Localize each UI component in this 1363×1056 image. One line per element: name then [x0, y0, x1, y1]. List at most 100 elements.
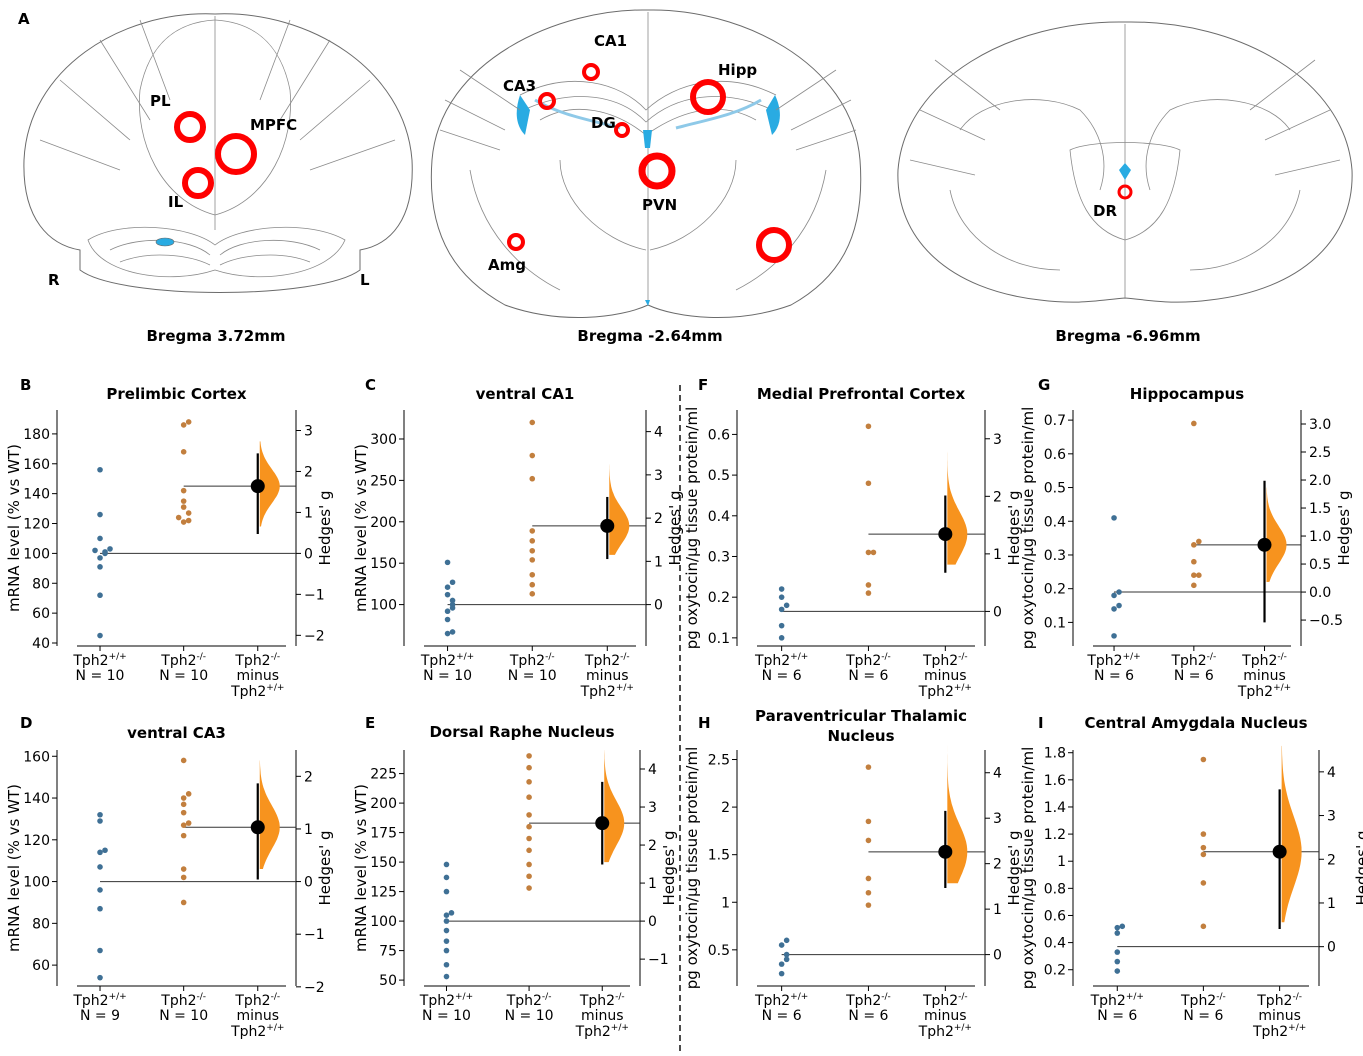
ko-data-point	[529, 528, 536, 534]
effect-mean-dot	[938, 527, 953, 542]
y-tick-label: 100	[23, 546, 50, 562]
wt-data-point	[97, 974, 103, 981]
wt-data-point	[443, 874, 450, 881]
x-label-diff-minus: minus	[924, 1008, 967, 1024]
y2-tick-label: 4	[993, 766, 1002, 782]
y2-tick-label: 1	[648, 876, 657, 892]
y-tick-label: 60	[32, 958, 50, 974]
chart-title: Dorsal Raphe Nucleus	[429, 723, 614, 741]
wt-data-point	[443, 861, 450, 868]
ko-data-point	[180, 795, 187, 801]
x-label-diff-minus: minus	[586, 668, 629, 684]
ko-data-point	[865, 889, 872, 896]
ko-data-point	[865, 549, 872, 556]
ko-data-point	[185, 419, 192, 425]
y-tick-label: 0.8	[1044, 881, 1066, 897]
region-marker-pl	[174, 111, 206, 143]
ko-data-point	[865, 423, 872, 430]
y-tick-label: 0.1	[1044, 615, 1066, 631]
y-axis-label: pg oxytocin/µg tissue protein/ml	[683, 407, 701, 649]
y2-tick-label: −0.5	[1309, 613, 1343, 629]
y2-tick-label: 4	[654, 425, 663, 441]
y-tick-label: 0.6	[1044, 447, 1066, 463]
panel-a: A PL MPFC IL R L Bregma 3.72mm	[18, 9, 1353, 345]
ko-data-point	[870, 549, 877, 556]
n-label-ko: N = 6	[1183, 1008, 1223, 1024]
ko-data-point	[865, 875, 872, 882]
y2-tick-label: 0	[648, 914, 657, 930]
y2-tick-label: 1	[654, 554, 663, 570]
ko-data-point	[1200, 756, 1207, 763]
y2-tick-label: 2	[304, 769, 313, 785]
x-label-ko: Tph2-/-	[160, 992, 206, 1009]
ko-data-point	[180, 519, 187, 525]
ko-data-point	[526, 835, 532, 842]
y2-tick-label: 1	[304, 505, 313, 521]
y2-tick-label: 2	[993, 857, 1002, 873]
ko-data-point	[1200, 851, 1207, 858]
effect-mean-dot	[1257, 537, 1272, 552]
y-tick-label: 2	[721, 800, 730, 816]
ko-data-point	[526, 823, 532, 830]
y2-tick-label: 4	[648, 762, 657, 778]
n-label-ko: N = 10	[508, 668, 557, 684]
wt-data-point	[444, 630, 451, 637]
x-label-wt: Tph2+/+	[754, 652, 808, 669]
panel-e-dorsal-raphe-nucleus: E Dorsal Raphe Nucleus 50 75 100 125 150 175 200…	[352, 714, 678, 1040]
y-tick-label: 1	[721, 895, 730, 911]
ko-data-point	[180, 874, 187, 881]
wt-data-point	[778, 594, 785, 600]
ko-data-point	[180, 809, 187, 816]
y-tick-label: 0.1	[708, 631, 730, 647]
chart-title-line-1: Paraventricular Thalamic	[755, 707, 967, 725]
x-label-diff-minus: minus	[236, 1008, 279, 1024]
effect-size-distribution	[1281, 745, 1302, 923]
x-label-diff-ko: Tph2-/-	[234, 652, 280, 669]
wt-data-point	[1116, 602, 1122, 609]
y2-tick-label: 1	[993, 902, 1002, 918]
ko-data-point	[1196, 538, 1202, 545]
wt-data-point	[107, 546, 113, 552]
y-tick-label: 80	[32, 576, 50, 592]
effect-mean-dot	[595, 816, 610, 831]
x-label-wt: Tph2+/+	[1086, 652, 1140, 669]
x-label-diff-wt: Tph2+/+	[1252, 1023, 1306, 1040]
brain-section-2: CA1 CA3 Hipp DG PVN Amg Bregma -2.64mm	[430, 9, 862, 345]
ko-data-point	[865, 480, 872, 487]
y-axis-label: pg oxytocin/µg tissue protein/ml	[1019, 747, 1037, 989]
x-label-diff-minus: minus	[924, 668, 967, 684]
n-label-ko: N = 10	[505, 1008, 554, 1024]
ko-data-point	[1200, 923, 1207, 930]
y2-tick-label: 0.0	[1309, 585, 1331, 601]
chart-title: Hippocampus	[1130, 385, 1245, 403]
ko-data-point	[529, 581, 536, 588]
wt-data-point	[783, 951, 790, 958]
region-marker-mpfc	[215, 133, 257, 175]
wt-data-point	[449, 601, 456, 608]
y-tick-label: 140	[23, 791, 50, 807]
panel-letter-a: A	[18, 10, 30, 28]
panel-letter: F	[698, 376, 708, 394]
y2-tick-label: 1	[304, 822, 313, 838]
effect-mean-dot	[600, 518, 615, 533]
y2-tick-label: −1	[304, 587, 325, 603]
y-tick-label: 0.4	[1044, 514, 1066, 530]
y2-tick-label: 2	[648, 838, 657, 854]
y-tick-label: 2.5	[708, 753, 730, 769]
wt-data-point	[443, 973, 450, 980]
wt-data-point	[443, 927, 450, 934]
panel-f-medial-prefrontal-cortex: F Medial Prefrontal Cortex 0.1 0.2 0.3 0.4 0.5…	[683, 376, 1023, 700]
y2-tick-label: 0	[304, 546, 313, 562]
wt-data-point	[778, 970, 785, 977]
y2-tick-label: −1	[304, 927, 325, 943]
wt-data-point	[444, 559, 451, 566]
chart-title: ventral CA3	[127, 724, 226, 742]
wt-data-point	[778, 586, 785, 592]
wt-data-point	[1111, 515, 1117, 521]
wt-data-point	[778, 961, 785, 967]
ko-data-point	[526, 764, 532, 771]
ko-data-point	[180, 866, 187, 872]
y-tick-label: 120	[23, 833, 50, 849]
wt-data-point	[97, 887, 103, 893]
x-label-diff-wt: Tph2+/+	[918, 683, 972, 700]
